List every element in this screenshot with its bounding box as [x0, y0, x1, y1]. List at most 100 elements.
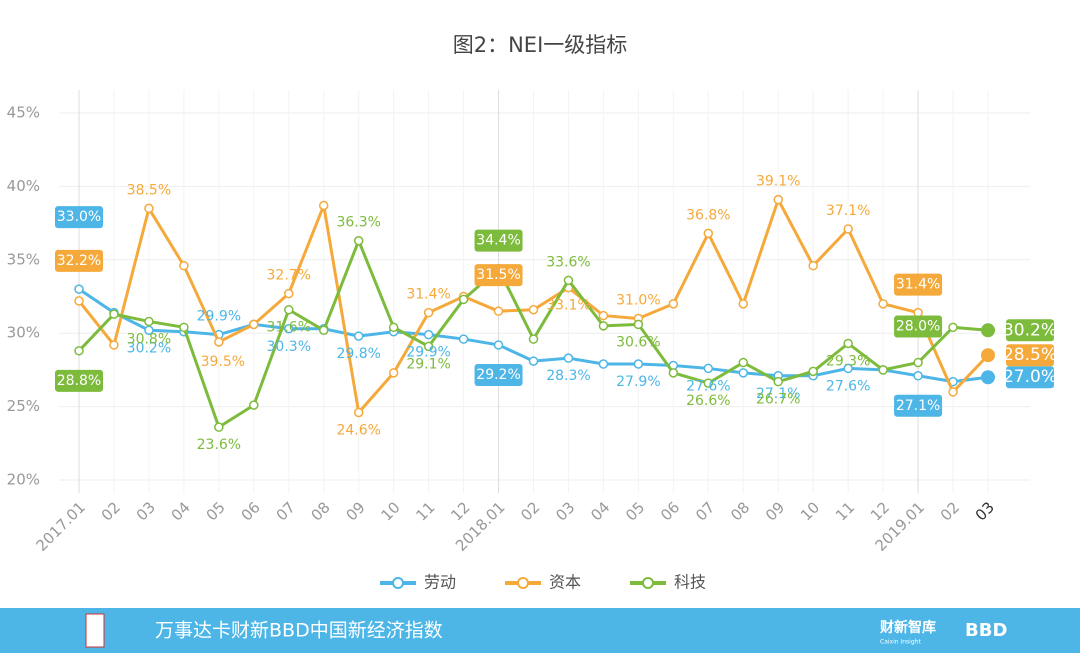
data-point: [808, 260, 818, 271]
x-tick-label: 11: [412, 498, 438, 524]
plot: 20% 25% 30% 35% 40% 45% 2017.01 02 03 04 05 06 07 08 0…: [7, 90, 1057, 592]
data-point: [388, 322, 399, 333]
label-box: [894, 394, 943, 417]
label-box: [474, 363, 523, 386]
x-tick-label: 06: [238, 498, 264, 524]
x-tick-label: 10: [797, 498, 823, 524]
x-tick-label: 03: [133, 498, 159, 524]
x-tick-label: 05: [203, 498, 229, 524]
data-label: 30.2%: [1003, 320, 1057, 340]
data-point: [249, 400, 259, 410]
x-tick-label: 02: [937, 498, 963, 524]
x-tick-label: 06: [657, 498, 683, 524]
data-point: [703, 363, 714, 374]
data-label: 32.2%: [57, 253, 101, 269]
data-point: [981, 370, 995, 385]
data-point: [179, 260, 189, 271]
data-point: [74, 346, 84, 356]
y-tick-label: 35%: [7, 250, 40, 268]
footer-bar: [0, 608, 1080, 653]
footer-logo: [85, 613, 105, 648]
data-label: 29.1%: [406, 356, 450, 372]
data-point: [738, 368, 749, 378]
data-point: [423, 329, 434, 340]
x-tick-label: 03: [552, 498, 578, 524]
footer-brand: 财新智库: [879, 619, 936, 636]
data-label: 27.6%: [686, 378, 730, 394]
data-point: [878, 299, 888, 309]
legend-marker: [392, 577, 404, 589]
data-point: [981, 323, 995, 338]
data-label: 27.1%: [756, 386, 800, 402]
label-box: [474, 229, 523, 252]
data-point: [458, 334, 469, 344]
data-point: [773, 194, 783, 205]
data-label: 32.7%: [267, 268, 311, 284]
data-point: [913, 307, 923, 318]
data-point: [74, 284, 84, 294]
data-point: [74, 296, 84, 306]
data-label: 29.9%: [406, 345, 450, 361]
y-tick-label: 25%: [7, 397, 40, 415]
x-tick-label: 03: [972, 498, 998, 524]
x-tick-label: 02: [517, 498, 543, 524]
x-tick-label: 04: [168, 498, 194, 524]
x-tick-label: 10: [377, 498, 403, 524]
x-tick-label: 11: [832, 498, 858, 524]
data-label: 30.2%: [127, 340, 171, 356]
data-label: 23.6%: [197, 437, 241, 453]
data-label: 28.3%: [546, 368, 590, 384]
label-box: [894, 315, 943, 338]
data-label: 37.1%: [826, 203, 870, 219]
x-tick-label: 02: [98, 498, 124, 524]
data-label: 29.2%: [476, 367, 520, 383]
x-tick-label: 09: [342, 498, 368, 524]
data-label: 33.6%: [546, 254, 590, 270]
data-label: 39.1%: [756, 174, 800, 190]
data-label: 27.6%: [826, 378, 870, 394]
data-label: 27.0%: [1003, 367, 1057, 387]
footer-title: 万事达卡财新BBD中国新经济指数: [155, 620, 443, 642]
legend-label: 资本: [549, 573, 581, 592]
data-point: [318, 200, 329, 211]
data-point: [284, 288, 294, 299]
chart-title: 图2：NEI一级指标: [453, 33, 628, 57]
data-point: [353, 407, 364, 418]
legend-label: 劳动: [424, 573, 456, 592]
data-label: 30.6%: [616, 334, 660, 350]
data-label: 36.8%: [686, 207, 730, 223]
data-point: [423, 307, 434, 318]
data-point: [493, 306, 504, 316]
label-box: [474, 264, 523, 287]
data-point: [144, 203, 154, 214]
data-point: [633, 359, 644, 369]
footer-brand-sub: Caixin Insight: [880, 639, 921, 646]
data-point: [563, 275, 574, 286]
data-point: [598, 310, 609, 321]
data-point: [913, 371, 923, 381]
x-tick-label: 12: [447, 498, 473, 524]
data-point: [214, 422, 224, 432]
data-point: [144, 316, 154, 327]
x-tick-label: 08: [727, 498, 753, 524]
data-point: [528, 356, 539, 366]
data-point: [598, 359, 609, 369]
data-label: 28.0%: [896, 319, 940, 335]
data-point: [353, 235, 364, 246]
data-point: [563, 353, 574, 363]
data-label: 31.5%: [476, 267, 520, 283]
footer-brand2: BBD: [965, 620, 1007, 641]
data-label: 26.7%: [756, 392, 800, 408]
data-label: 34.4%: [476, 233, 520, 249]
data-label: 29.3%: [826, 353, 870, 369]
annotation: 39.5%: [201, 354, 245, 370]
data-point: [703, 378, 714, 388]
y-tick-label: 40%: [7, 177, 40, 195]
y-tick-label: 20%: [7, 471, 40, 489]
legend-marker: [642, 577, 654, 589]
x-tick-label: 12: [867, 498, 893, 524]
data-point: [738, 357, 749, 368]
data-point: [843, 338, 853, 349]
data-point: [493, 340, 504, 350]
